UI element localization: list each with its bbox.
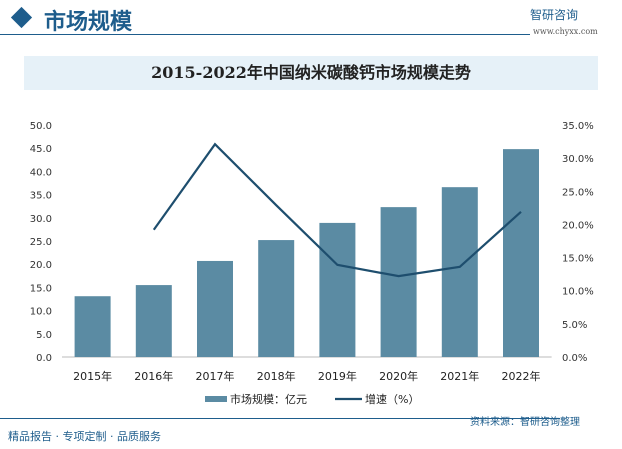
y-tick-label: 50.0 — [30, 121, 52, 132]
divider — [0, 34, 530, 35]
footer-slogan: 精品报告 · 专项定制 · 品质服务 — [8, 430, 161, 443]
y-tick-label: 5.0 — [36, 330, 52, 341]
bar — [503, 149, 539, 357]
bar — [380, 207, 417, 357]
x-tick-label: 2022年 — [502, 369, 541, 383]
bar — [74, 296, 111, 357]
y2-tick-label: 5.0% — [562, 320, 587, 331]
y-tick-label: 0.0 — [36, 353, 52, 364]
bar — [197, 260, 233, 357]
y-tick-label: 15.0 — [30, 283, 52, 294]
y2-tick-label: 10.0% — [562, 287, 594, 298]
y-tick-label: 30.0 — [30, 214, 52, 225]
legend-label: 增速（%） — [365, 392, 419, 406]
bar — [135, 285, 172, 357]
y-tick-label: 20.0 — [30, 260, 52, 271]
y-tick-label: 40.0 — [30, 167, 52, 178]
divider — [0, 418, 560, 419]
bar — [441, 187, 478, 357]
logo: 智研咨询 — [530, 8, 579, 22]
x-tick-label: 2021年 — [440, 369, 479, 383]
x-tick-label: 2017年 — [196, 369, 235, 383]
section-title: 市场规模 — [44, 9, 133, 35]
legend-label: 市场规模：亿元 — [230, 392, 307, 406]
y-tick-label: 10.0 — [30, 307, 52, 318]
y2-tick-label: 20.0% — [562, 220, 594, 231]
x-tick-label: 2016年 — [134, 369, 173, 383]
y2-tick-label: 25.0% — [562, 187, 594, 198]
bar — [258, 240, 295, 357]
x-tick-label: 2020年 — [379, 369, 418, 383]
y2-tick-label: 0.0% — [562, 353, 587, 364]
y2-tick-label: 35.0% — [562, 121, 594, 132]
y-tick-label: 45.0 — [30, 144, 52, 155]
bar — [319, 222, 356, 357]
x-tick-label: 2015年 — [73, 369, 112, 383]
site-url: www.chyxx.com — [533, 27, 598, 36]
y-tick-label: 35.0 — [30, 191, 52, 202]
legend-swatch-bar — [205, 396, 227, 402]
y2-tick-label: 15.0% — [562, 254, 594, 265]
source-note: 资料来源：智研咨询整理 — [470, 417, 580, 428]
x-tick-label: 2018年 — [257, 369, 296, 383]
y-tick-label: 25.0 — [30, 237, 52, 248]
x-tick-label: 2019年 — [318, 369, 357, 383]
chart-title: 2015-2022年中国纳米碳酸钙市场规模走势 — [24, 56, 598, 90]
y2-tick-label: 30.0% — [562, 154, 594, 165]
